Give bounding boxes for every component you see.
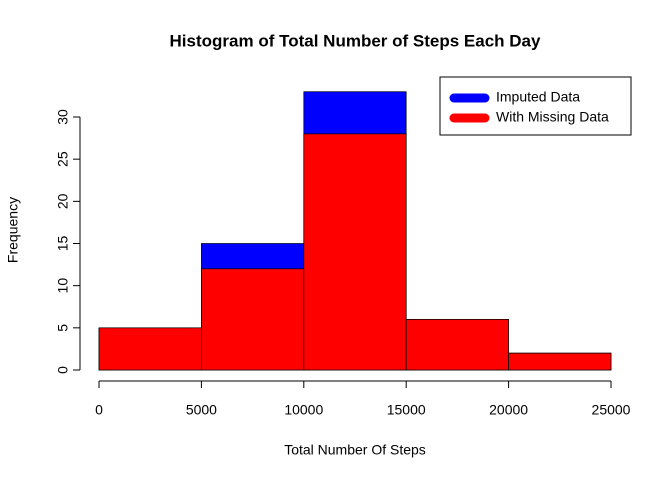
x-tick-label: 10000	[284, 402, 323, 418]
x-tick-label: 0	[95, 402, 103, 418]
y-tick-label: 0	[55, 366, 71, 374]
x-tick-label: 5000	[186, 402, 217, 418]
y-tick-label: 10	[55, 278, 71, 294]
x-tick-label: 25000	[592, 402, 631, 418]
legend-label: Imputed Data	[496, 89, 580, 105]
legend-label: With Missing Data	[496, 109, 609, 125]
chart-title: Histogram of Total Number of Steps Each …	[170, 31, 541, 50]
y-tick-label: 25	[55, 151, 71, 167]
bar	[405, 319, 509, 371]
y-axis-label: Frequency	[5, 197, 21, 263]
x-tick-label: 20000	[489, 402, 528, 418]
bar	[303, 133, 407, 371]
y-tick-label: 5	[55, 324, 71, 332]
y-tick-label: 30	[55, 109, 71, 125]
bar	[508, 352, 612, 371]
bar	[201, 268, 305, 371]
y-tick-label: 20	[55, 193, 71, 209]
bar	[98, 327, 202, 371]
y-tick-label: 15	[55, 236, 71, 252]
x-axis-label: Total Number Of Steps	[284, 442, 426, 458]
x-tick-label: 15000	[387, 402, 426, 418]
legend-box	[439, 76, 632, 136]
